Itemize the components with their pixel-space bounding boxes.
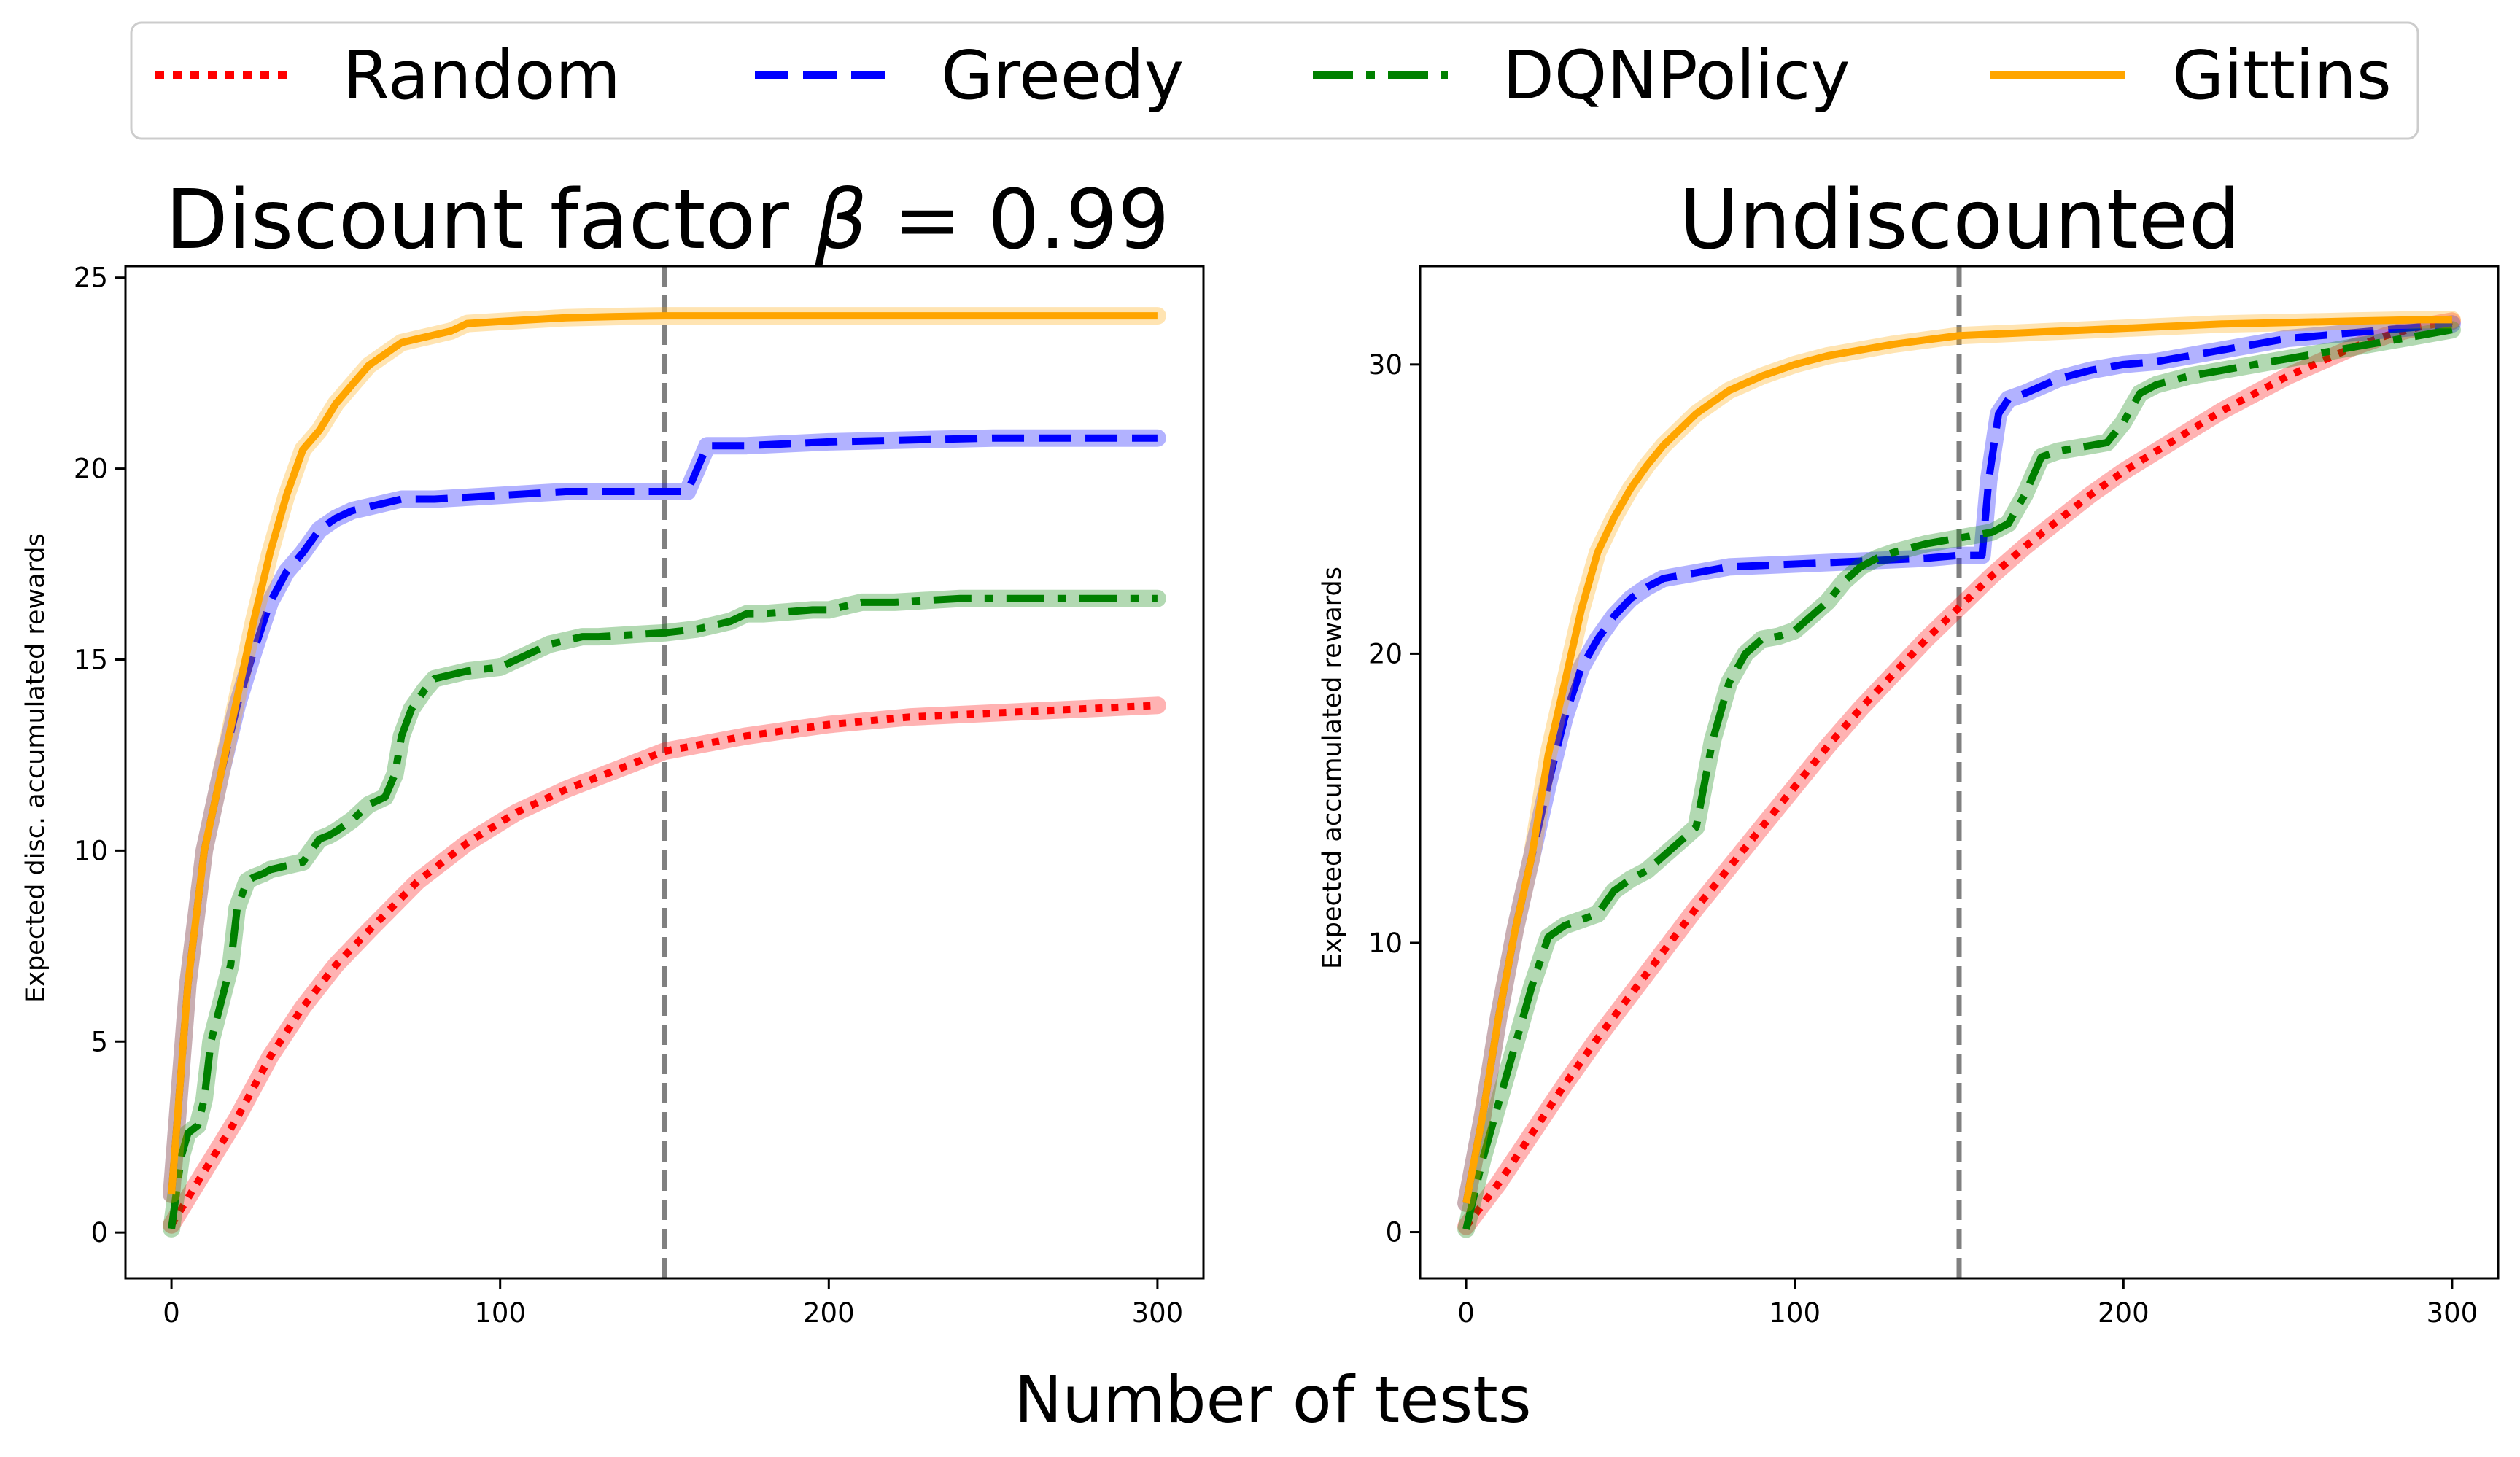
left-ytick-label-15: 15 [74, 644, 108, 675]
left-ytick-label-0: 0 [90, 1217, 108, 1248]
right-panel: Undiscounted Expected accumulated reward… [1318, 173, 2500, 1329]
legend-label-gittins: Gittins [2172, 36, 2392, 114]
left-ytick-label-25: 25 [74, 263, 108, 294]
left-xtick-label-0: 0 [163, 1297, 180, 1329]
left-ytick-label-20: 20 [74, 454, 108, 485]
right-line-random [1463, 317, 2453, 1229]
left-axes-frame [124, 265, 1205, 1280]
left-panel: Discount factor β = 0.99 Expected disc. … [21, 173, 1205, 1329]
right-ytick-label-30: 30 [1368, 349, 1403, 381]
right-plot-area [1457, 266, 2461, 1278]
right-ytick-label-10: 10 [1368, 928, 1403, 959]
left-xtick-label-100: 100 [474, 1297, 526, 1329]
left-line-dqnpolicy [168, 594, 1158, 1229]
right-line-dqnpolicy [1462, 326, 2453, 1230]
left-line-random [168, 702, 1158, 1227]
right-axes-frame [1419, 265, 2500, 1280]
legend-label-dqnpolicy: DQNPolicy [1503, 36, 1850, 114]
figure-xlabel: Number of tests [1014, 1362, 1531, 1437]
right-line-gittins [1462, 316, 2452, 1204]
right-ytick-label-0: 0 [1385, 1217, 1403, 1248]
left-title-suffix: = 0.99 [867, 173, 1169, 268]
right-xtick-label-100: 100 [1769, 1297, 1821, 1329]
right-xtick-label-200: 200 [2098, 1297, 2149, 1329]
right-xtick-label-300: 300 [2427, 1297, 2478, 1329]
right-panel-title: Undiscounted [1679, 173, 2241, 268]
left-title-symbol: β [815, 173, 867, 268]
right-xtick-label-0: 0 [1457, 1297, 1475, 1329]
right-ytick-label-20: 20 [1368, 638, 1403, 669]
left-panel-ylabel: Expected disc. accumulated rewards [21, 533, 50, 1003]
left-band-greedy [163, 429, 1166, 1203]
left-panel-title: Discount factor β = 0.99 [166, 173, 1170, 268]
left-ytick-label-5: 5 [90, 1026, 108, 1057]
legend: Random Greedy DQNPolicy Gittins [130, 21, 2419, 140]
left-axis-ticks: 0 100 200 300 0 5 10 15 20 25 [74, 263, 1183, 1329]
legend-frame [130, 21, 2419, 140]
right-panel-ylabel: Expected accumulated rewards [1318, 567, 1347, 969]
legend-label-random: Random [343, 36, 621, 114]
left-xtick-label-200: 200 [803, 1297, 855, 1329]
right-axis-ticks: 0 100 200 300 0 10 20 30 [1368, 349, 2478, 1329]
right-line-greedy [1462, 320, 2453, 1204]
legend-label-greedy: Greedy [941, 36, 1184, 114]
left-line-greedy [168, 434, 1158, 1195]
left-ytick-label-10: 10 [74, 835, 108, 866]
left-xtick-label-300: 300 [1132, 1297, 1184, 1329]
left-plot-area [163, 266, 1166, 1278]
left-line-gittins [168, 312, 1158, 1195]
left-title-prefix: Discount factor [166, 173, 815, 268]
